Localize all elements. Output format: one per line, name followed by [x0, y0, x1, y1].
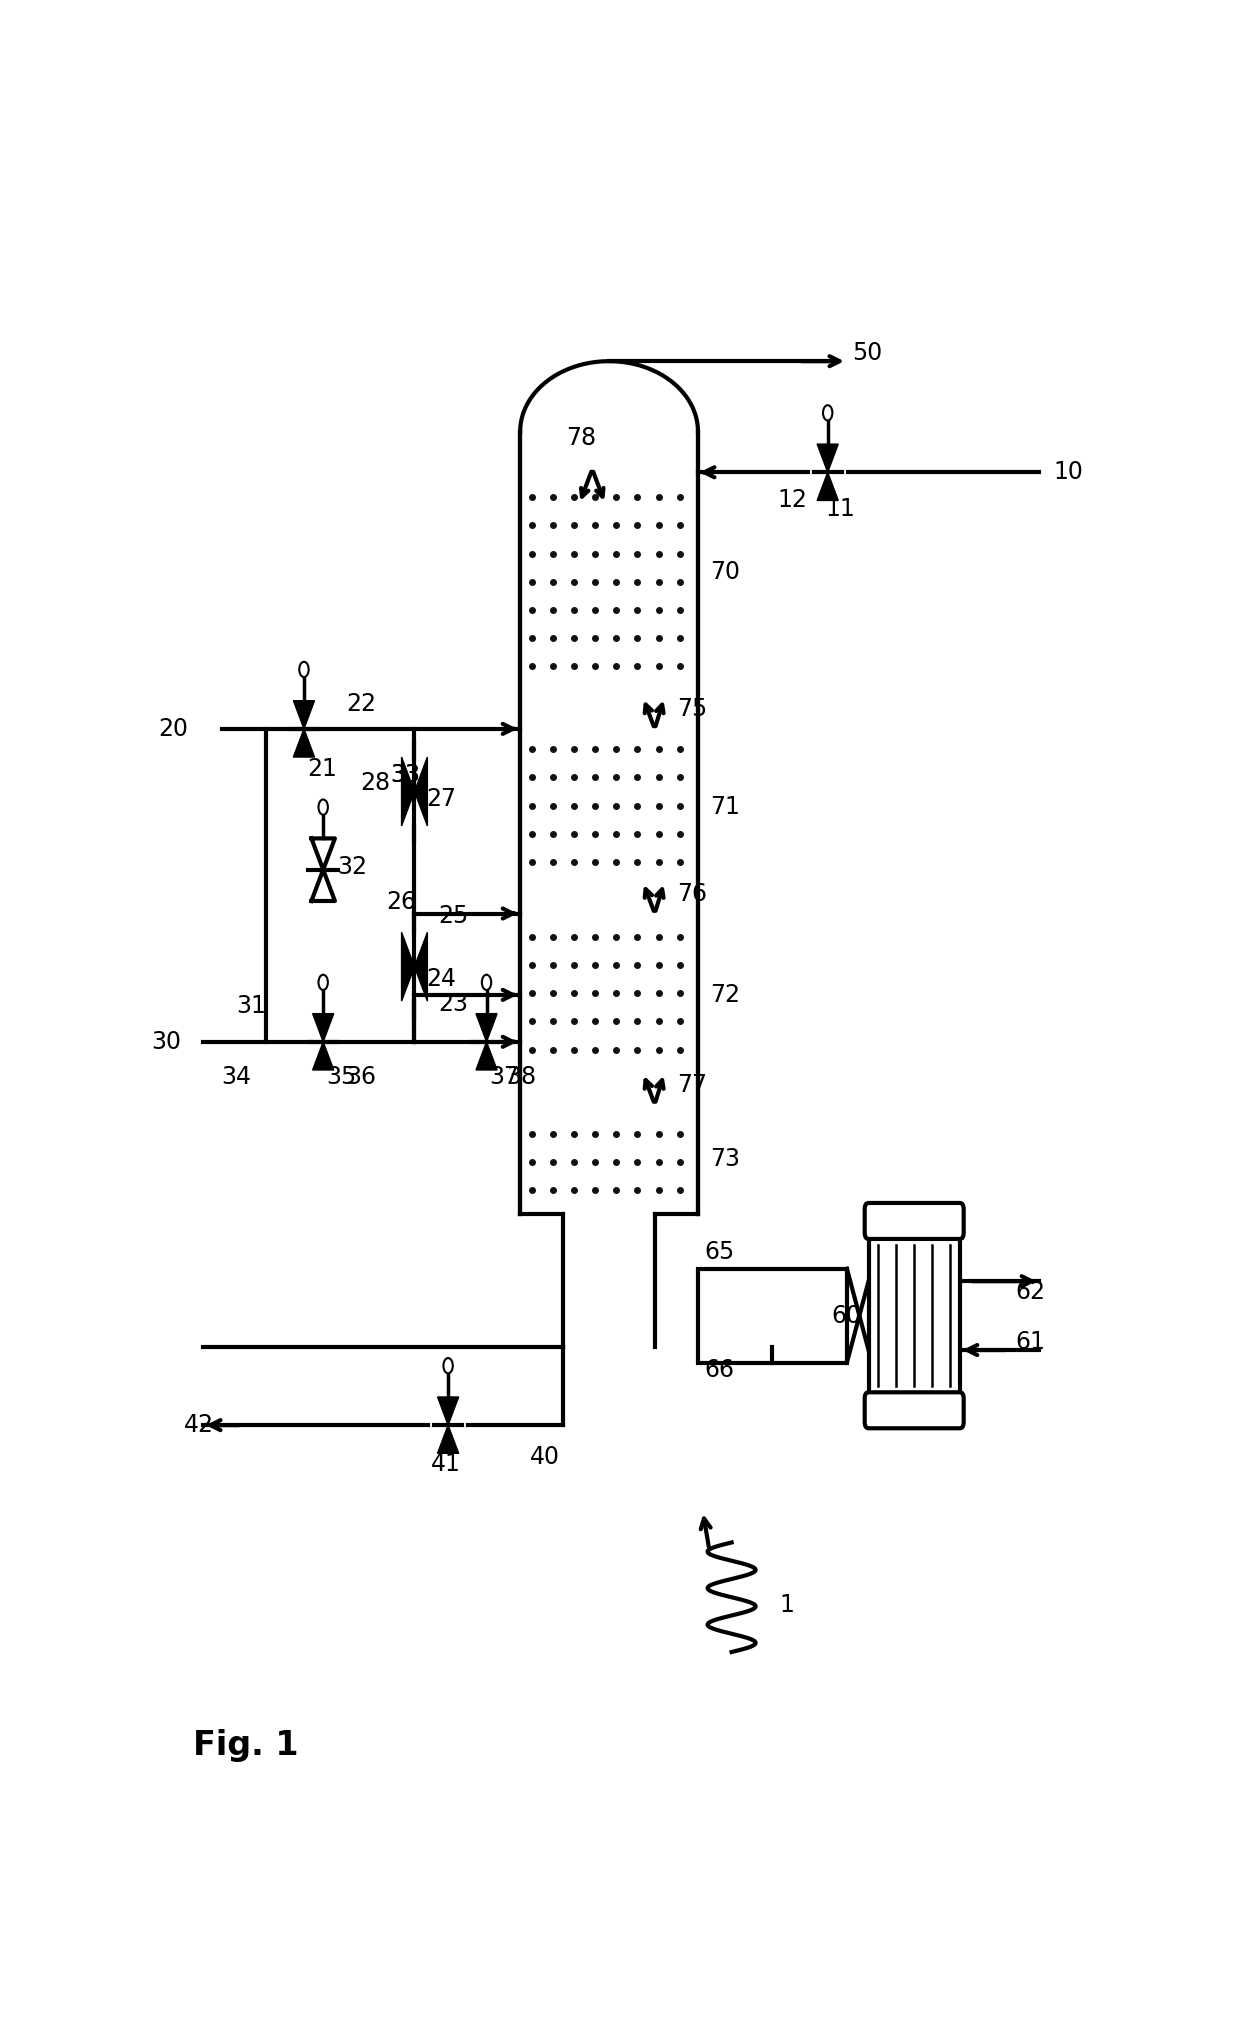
- Polygon shape: [521, 925, 698, 1065]
- FancyBboxPatch shape: [864, 1392, 963, 1428]
- Text: 72: 72: [711, 983, 740, 1008]
- Polygon shape: [521, 1112, 698, 1207]
- Text: 41: 41: [432, 1451, 461, 1475]
- Text: 77: 77: [677, 1073, 707, 1097]
- Text: 31: 31: [237, 994, 267, 1018]
- Polygon shape: [294, 701, 315, 729]
- Text: 38: 38: [506, 1065, 536, 1089]
- Circle shape: [319, 799, 327, 815]
- Text: 10: 10: [1054, 461, 1084, 484]
- Polygon shape: [312, 1014, 334, 1042]
- Polygon shape: [311, 870, 335, 900]
- Text: 26: 26: [387, 890, 417, 914]
- Bar: [698, 1268, 847, 1363]
- Polygon shape: [402, 758, 414, 825]
- Polygon shape: [311, 839, 335, 870]
- Text: 28: 28: [361, 770, 391, 795]
- Text: 65: 65: [704, 1240, 735, 1264]
- Polygon shape: [521, 738, 698, 878]
- Polygon shape: [817, 445, 838, 471]
- Text: 34: 34: [222, 1065, 252, 1089]
- Text: 33: 33: [391, 764, 420, 786]
- Text: 61: 61: [1016, 1331, 1045, 1353]
- Text: 32: 32: [337, 855, 367, 878]
- Polygon shape: [414, 933, 428, 1002]
- Text: 78: 78: [567, 427, 596, 451]
- Polygon shape: [476, 1014, 497, 1042]
- Text: 60: 60: [831, 1305, 862, 1327]
- Text: 35: 35: [326, 1065, 356, 1089]
- Text: 73: 73: [711, 1148, 740, 1170]
- Polygon shape: [521, 471, 698, 683]
- Circle shape: [482, 975, 491, 990]
- Text: 33: 33: [391, 764, 420, 786]
- Text: 50: 50: [852, 341, 882, 366]
- Text: 37: 37: [490, 1065, 520, 1089]
- Circle shape: [319, 975, 327, 990]
- Text: 21: 21: [306, 758, 337, 780]
- Text: 30: 30: [151, 1030, 181, 1055]
- Text: 70: 70: [711, 561, 740, 585]
- Text: 42: 42: [184, 1412, 213, 1437]
- Text: 12: 12: [777, 488, 807, 512]
- Text: 1: 1: [780, 1593, 795, 1617]
- Polygon shape: [476, 1042, 497, 1071]
- Polygon shape: [438, 1396, 459, 1424]
- Polygon shape: [402, 933, 414, 1002]
- Polygon shape: [312, 1042, 334, 1071]
- Text: 27: 27: [427, 786, 456, 811]
- FancyBboxPatch shape: [864, 1203, 963, 1240]
- Circle shape: [444, 1357, 453, 1374]
- Text: 11: 11: [826, 498, 856, 522]
- Text: 75: 75: [677, 697, 707, 721]
- Bar: [868, 1229, 960, 1402]
- Text: 24: 24: [427, 967, 456, 992]
- Text: 66: 66: [704, 1357, 734, 1382]
- Circle shape: [823, 404, 832, 421]
- Polygon shape: [438, 1424, 459, 1453]
- Text: 25: 25: [439, 904, 469, 929]
- Polygon shape: [294, 729, 315, 758]
- Text: 71: 71: [711, 795, 740, 819]
- Text: 40: 40: [529, 1445, 559, 1469]
- Text: 36: 36: [347, 1065, 377, 1089]
- Text: 76: 76: [677, 882, 707, 906]
- Polygon shape: [817, 471, 838, 500]
- Text: 23: 23: [439, 992, 469, 1016]
- Circle shape: [299, 662, 309, 677]
- Text: 22: 22: [347, 693, 377, 717]
- Text: Fig. 1: Fig. 1: [193, 1729, 299, 1762]
- Text: 20: 20: [159, 717, 188, 742]
- Text: 62: 62: [1016, 1280, 1045, 1305]
- Polygon shape: [414, 758, 428, 825]
